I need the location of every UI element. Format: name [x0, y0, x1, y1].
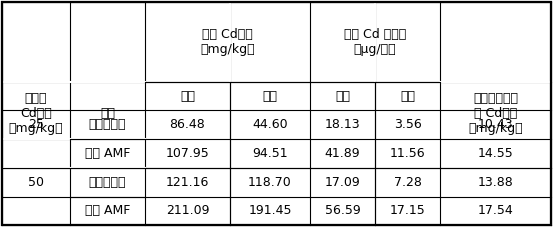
Text: 地下: 地下 — [263, 89, 278, 103]
Text: 3.56: 3.56 — [394, 118, 421, 131]
Text: 未接种对照: 未接种对照 — [88, 176, 126, 189]
Text: 25: 25 — [28, 118, 44, 131]
Text: 107.95: 107.95 — [166, 147, 210, 160]
Text: 处理: 处理 — [100, 107, 115, 120]
Text: 17.54: 17.54 — [478, 205, 513, 217]
Text: 86.48: 86.48 — [170, 118, 205, 131]
Text: 17.15: 17.15 — [390, 205, 425, 217]
Text: 接种 AMF: 接种 AMF — [85, 205, 130, 217]
Text: 植物 Cd 吸收量
（μg/株）: 植物 Cd 吸收量 （μg/株） — [344, 28, 406, 56]
Text: 13.88: 13.88 — [478, 176, 513, 189]
Text: 地下: 地下 — [400, 89, 415, 103]
Text: 118.70: 118.70 — [248, 176, 292, 189]
Text: 44.60: 44.60 — [252, 118, 288, 131]
Text: 接种 AMF: 接种 AMF — [85, 147, 130, 160]
Text: 地上: 地上 — [335, 89, 350, 103]
Text: 211.09: 211.09 — [166, 205, 209, 217]
Text: 地上: 地上 — [180, 89, 195, 103]
Text: 94.51: 94.51 — [252, 147, 288, 160]
Text: 50: 50 — [28, 176, 44, 189]
Text: 56.59: 56.59 — [325, 205, 361, 217]
Text: 14.55: 14.55 — [478, 147, 513, 160]
Text: 121.16: 121.16 — [166, 176, 209, 189]
Text: 18.13: 18.13 — [325, 118, 361, 131]
Text: 10.43: 10.43 — [478, 118, 513, 131]
Text: 未接种对照: 未接种对照 — [88, 118, 126, 131]
Text: 7.28: 7.28 — [394, 176, 421, 189]
Text: 根际土壤有效
态 Cd浓度
（mg/kg）: 根际土壤有效 态 Cd浓度 （mg/kg） — [468, 92, 523, 135]
Text: 191.45: 191.45 — [248, 205, 292, 217]
Text: 土壤中
Cd浓度
（mg/kg）: 土壤中 Cd浓度 （mg/kg） — [9, 92, 63, 135]
Text: 植物 Cd浓度
（mg/kg）: 植物 Cd浓度 （mg/kg） — [200, 28, 255, 56]
Text: 11.56: 11.56 — [390, 147, 425, 160]
Text: 17.09: 17.09 — [325, 176, 361, 189]
Text: 41.89: 41.89 — [325, 147, 361, 160]
